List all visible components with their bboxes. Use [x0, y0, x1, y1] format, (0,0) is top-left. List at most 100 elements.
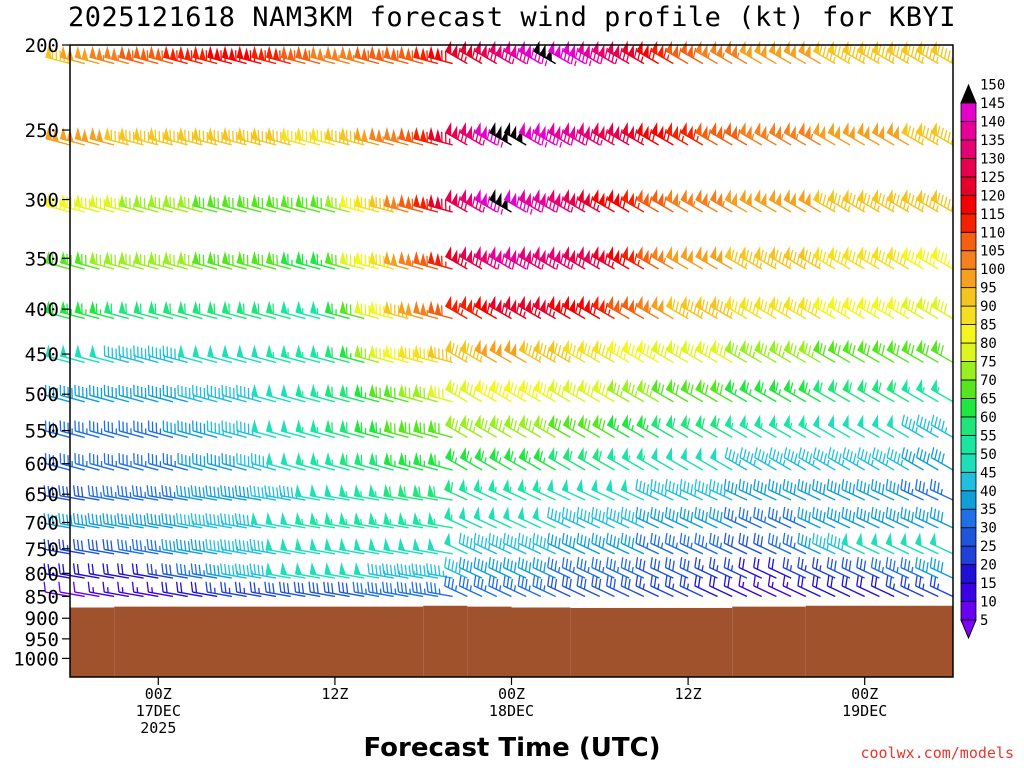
barb-pennant: [81, 47, 89, 62]
y-tick-label: 300: [25, 190, 59, 212]
barb-pennant: [886, 378, 893, 394]
barb-pennant: [636, 189, 643, 204]
barb-full-tick: [528, 420, 532, 431]
barb-pennant: [657, 44, 664, 59]
barb-half-tick: [464, 261, 467, 268]
barb-pennant: [162, 300, 171, 315]
barb-pennant: [730, 192, 738, 207]
wind-barb: [74, 126, 100, 146]
wind-barb: [427, 344, 453, 364]
wind-barb: [148, 45, 174, 65]
x-tick-label: 18DEC: [489, 702, 534, 720]
barb-half-tick: [737, 351, 741, 358]
barb-full-tick: [613, 382, 617, 393]
wind-barb: [324, 251, 350, 270]
barb-pennant: [489, 122, 496, 137]
barb-full-tick: [866, 345, 871, 356]
barb-half-tick: [847, 56, 851, 63]
barb-half-tick: [360, 491, 362, 497]
barb-half-tick: [66, 545, 69, 551]
barb-full-tick: [851, 345, 856, 356]
barb-pennant: [533, 122, 540, 137]
wind-barb: [192, 251, 218, 270]
barb-pennant: [295, 383, 303, 398]
barb-pennant: [642, 299, 649, 314]
barb-full-tick: [560, 302, 564, 314]
wind-barb: [798, 40, 821, 65]
wind-barb: [798, 189, 821, 213]
barb-shaft: [104, 430, 130, 439]
barb-pennant: [554, 44, 561, 59]
barb-full-tick: [619, 47, 623, 59]
barb-full-tick: [866, 301, 871, 312]
barb-pennant: [598, 44, 605, 59]
wind-barb: [592, 295, 615, 320]
barb-full-tick: [778, 251, 783, 263]
barb-full-tick: [848, 44, 853, 55]
barb-pennant: [503, 339, 511, 354]
wind-barb: [236, 251, 262, 270]
barb-pennant: [459, 122, 467, 137]
barb-shaft: [192, 394, 218, 403]
barb-pennant: [642, 249, 649, 264]
barb-full-tick: [589, 253, 594, 264]
barb-full-tick: [774, 382, 779, 393]
barb-pennant: [310, 300, 318, 315]
wind-barb: [871, 122, 895, 146]
barb-pennant: [192, 126, 200, 141]
barb-pennant: [398, 194, 406, 208]
barb-pennant: [398, 251, 406, 265]
barb-half-tick: [780, 133, 784, 140]
barb-half-tick: [891, 56, 895, 63]
colorbar-top-arrow: [960, 83, 977, 104]
barb-half-tick: [500, 208, 504, 215]
wind-barb: [739, 40, 763, 65]
barb-half-tick: [419, 519, 421, 525]
barb-pennant: [701, 44, 708, 59]
barb-pennant: [265, 194, 274, 208]
wind-barb: [651, 378, 674, 403]
barb-pennant: [310, 383, 318, 398]
colorbar-swatch: [960, 545, 977, 566]
wind-barb: [768, 246, 792, 270]
wind-barb: [310, 383, 336, 403]
barb-pennant: [548, 122, 555, 137]
wind-barb: [680, 122, 704, 146]
barb-full-tick: [465, 343, 470, 354]
source-credit[interactable]: coolwx.com/models: [860, 744, 1014, 762]
barb-pennant: [577, 414, 584, 429]
barb-half-tick: [568, 355, 571, 362]
barb-pennant: [606, 122, 614, 137]
barb-shaft: [207, 430, 233, 439]
barb-pennant: [354, 251, 362, 265]
wind-barb: [489, 189, 512, 213]
barb-half-tick: [490, 393, 494, 399]
barb-half-tick: [516, 426, 520, 433]
barb-pennant: [621, 378, 629, 394]
barb-full-tick: [62, 485, 65, 497]
barb-half-tick: [862, 56, 866, 63]
barb-pennant: [445, 122, 452, 137]
barb-full-tick: [469, 345, 473, 356]
wind-barb: [354, 383, 380, 403]
barb-full-tick: [822, 345, 827, 356]
wind-barb: [445, 295, 468, 320]
wind-barb: [709, 122, 733, 146]
barb-half-tick: [541, 263, 544, 270]
wind-barb: [724, 378, 748, 403]
wind-barb: [915, 339, 939, 364]
barb-full-tick: [648, 47, 653, 59]
wind-barb: [665, 246, 689, 270]
y-tick-label: 1000: [13, 648, 59, 670]
barb-half-tick: [803, 262, 807, 269]
colorbar-swatch: [960, 434, 977, 455]
barb-pennant: [598, 299, 605, 314]
barb-pennant: [331, 47, 339, 62]
barb-full-tick: [925, 194, 930, 206]
barb-pennant: [577, 189, 584, 204]
barb-half-tick: [458, 426, 461, 433]
barb-pennant: [213, 47, 222, 62]
barb-full-tick: [675, 384, 680, 395]
barb-full-tick: [471, 196, 476, 207]
